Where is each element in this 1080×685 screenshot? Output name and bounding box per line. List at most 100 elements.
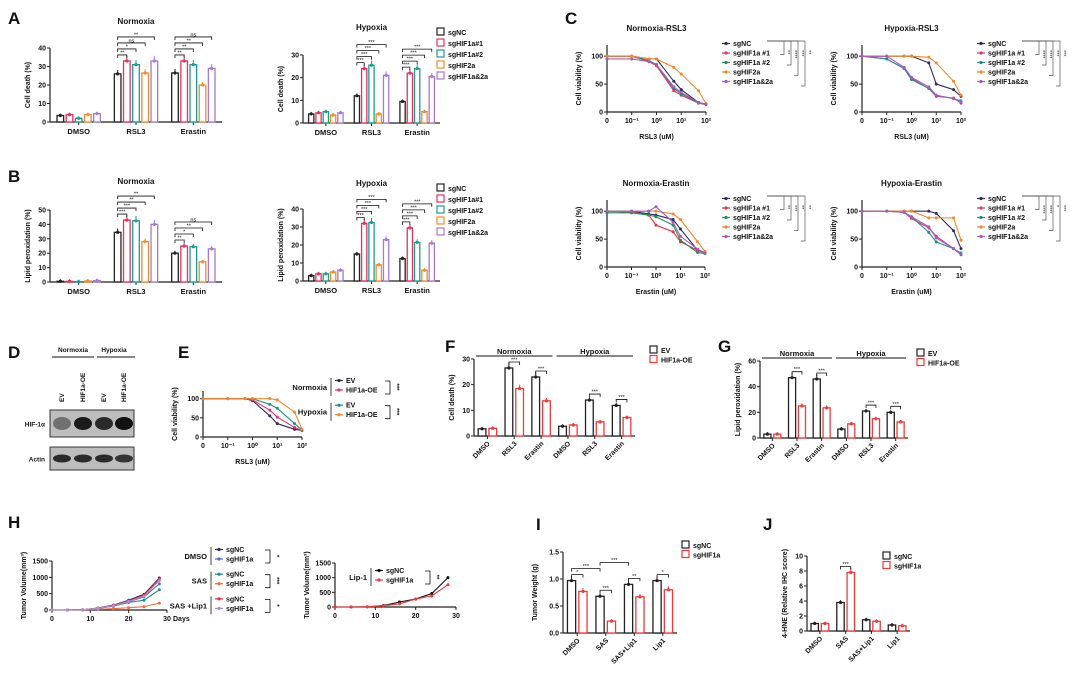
significance-bracket [265, 574, 271, 589]
significance-bracket [174, 42, 203, 46]
y-axis-label: Cell death (%) [278, 66, 285, 112]
y-tick-label: 100 [591, 209, 603, 216]
series-line [607, 55, 707, 104]
data-point [415, 240, 419, 244]
data-point [226, 397, 230, 401]
lane-label: EV [101, 393, 108, 402]
data-point [430, 241, 434, 245]
legend-marker [979, 234, 983, 239]
bar [566, 579, 577, 634]
bar [515, 387, 525, 437]
bar [207, 67, 216, 123]
significance-bracket [508, 361, 521, 365]
data-point [630, 54, 634, 58]
bar [113, 231, 122, 283]
data-point [293, 410, 297, 414]
data-point [900, 624, 904, 628]
data-point [885, 54, 889, 58]
legend-swatch [436, 60, 445, 69]
data-point [885, 209, 889, 213]
legend-label: sgHIF1a #1 [988, 51, 1025, 58]
data-point [134, 63, 138, 67]
data-point [86, 279, 90, 283]
y-tick-label: 1000 [315, 575, 331, 582]
x-tick-label: 0 [605, 118, 609, 125]
data-point [605, 54, 609, 58]
data-point [959, 100, 963, 104]
legend-marker [377, 578, 381, 582]
chart-title: Normoxia [118, 17, 155, 26]
significance-bracket [402, 54, 425, 59]
significance-bracket [356, 62, 365, 66]
category-label: Erastin [181, 127, 207, 136]
y-tick-label: 0 [799, 629, 803, 636]
data-point [598, 420, 602, 424]
data-point [697, 89, 701, 93]
data-point [952, 79, 956, 83]
significance-bracket [402, 66, 411, 71]
legend-marker [724, 51, 728, 55]
significance-label: *** [592, 390, 599, 396]
legend-label: sgHIF1a#2 [448, 52, 483, 59]
legend-label: sgHIF1a [226, 606, 253, 613]
y-tick-label: 100 [591, 54, 603, 61]
significance-bracket [816, 372, 827, 376]
group-header: Normoxia [780, 349, 815, 358]
significance-label: *** [393, 383, 399, 391]
legend-swatch [436, 216, 445, 225]
category-label: DMSO [315, 286, 338, 295]
data-point [655, 579, 659, 583]
data-point [534, 375, 538, 379]
series-line [862, 55, 962, 103]
significance-bracket [117, 207, 137, 212]
panel-label-d: D [8, 343, 20, 362]
category-label: RSL3 [858, 442, 876, 460]
data-point [355, 94, 359, 98]
significance-label: ** [784, 50, 790, 55]
significance-label: *** [357, 58, 364, 64]
series-line [607, 206, 706, 254]
data-point [560, 424, 565, 428]
data-point [338, 268, 343, 272]
y-tick-label: 20 [748, 410, 756, 417]
significance-bracket [535, 370, 547, 374]
y-axis-label: Lipid peroxidation (%) [278, 208, 285, 282]
chart-13: 0.0 0.5 1.0 1.5 Tumor Weight (g) DMSO SAS SAS+L… [532, 540, 720, 666]
significance-label: * [576, 570, 579, 576]
legend-marker [979, 51, 983, 55]
data-point [67, 279, 72, 283]
blot-band [74, 454, 92, 463]
y-tick-label: 30 [38, 236, 46, 243]
significance-bracket [402, 215, 418, 219]
data-point [125, 59, 129, 63]
y-tick-label: 100 [846, 209, 858, 216]
chart-title: Hypoxia-RSL3 [884, 24, 939, 33]
bar [595, 421, 605, 437]
bar [504, 367, 514, 437]
series-line [203, 398, 303, 430]
x-tick-label: 10¹ [272, 443, 283, 450]
x-tick-label: 20 [412, 613, 420, 620]
blot-band [115, 454, 133, 463]
data-point [609, 619, 614, 623]
category-label: RSL3 [582, 440, 600, 458]
category-label: Lip1 [886, 635, 901, 650]
bar [413, 241, 421, 282]
data-point [800, 404, 804, 408]
significance-bracket [425, 570, 431, 585]
y-tick-label: 0 [752, 436, 756, 443]
legend-swatch [882, 551, 891, 560]
data-point [654, 209, 658, 213]
x-tick-label: 10 [371, 613, 379, 620]
data-point [67, 113, 72, 117]
category-label: Erastin [404, 128, 430, 137]
data-point [369, 220, 374, 225]
data-point [446, 576, 450, 580]
bar [663, 589, 674, 634]
bar [382, 74, 390, 124]
y-tick-label: 0 [854, 265, 858, 272]
y-tick-label: 0 [295, 279, 299, 286]
category-label: RSL3 [501, 440, 519, 458]
bar [171, 252, 179, 283]
bar [611, 404, 621, 437]
